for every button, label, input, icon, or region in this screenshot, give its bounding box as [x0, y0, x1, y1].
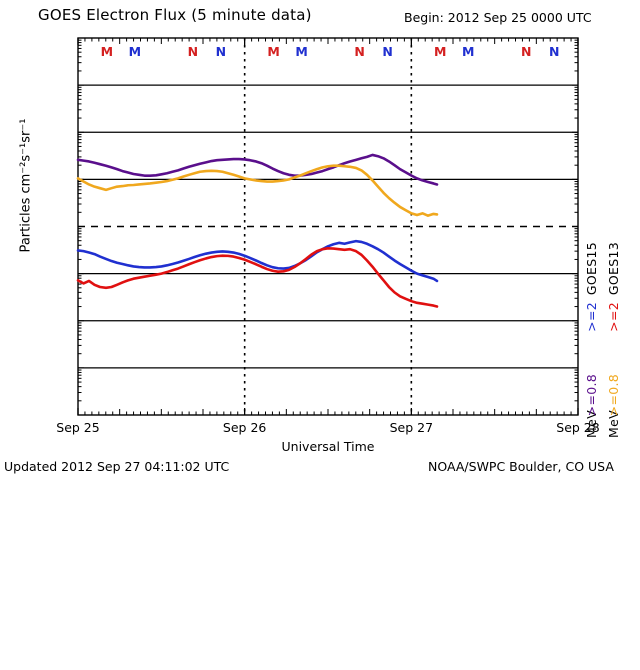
event-marker-m: M — [128, 44, 142, 59]
x-tick-label: Sep 26 — [222, 420, 267, 435]
flux-plot — [76, 37, 579, 416]
legend-column-goes13: MeV >=0.8 >=2 GOES13 — [606, 150, 624, 438]
x-tick-label: Sep 28 — [556, 420, 600, 435]
x-tick-label: Sep 27 — [389, 420, 434, 435]
event-marker-m: M — [267, 44, 280, 59]
event-marker-n: N — [520, 44, 532, 59]
x-axis-title: Universal Time — [281, 439, 375, 454]
event-marker-m: M — [461, 44, 475, 59]
event-marker-m: M — [100, 44, 114, 59]
source-attribution: NOAA/SWPC Boulder, CO USA — [428, 459, 614, 474]
updated-timestamp: Updated 2012 Sep 27 04:11:02 UTC — [4, 459, 230, 474]
x-tick-label: Sep 25 — [56, 420, 100, 435]
series-3 — [76, 246, 439, 308]
event-marker-m: M — [295, 44, 308, 59]
event-marker-n: N — [215, 44, 227, 59]
series-1 — [76, 164, 439, 217]
chart-title: GOES Electron Flux (5 minute data) — [38, 6, 312, 24]
begin-timestamp: Begin: 2012 Sep 25 0000 UTC — [404, 10, 592, 25]
event-marker-n: N — [548, 44, 560, 59]
event-marker-n: N — [382, 44, 393, 59]
series-0 — [76, 153, 439, 186]
legend-column-goes15: MeV >=0.8 >=2 GOES15 — [584, 150, 602, 438]
series-2 — [76, 239, 439, 283]
event-marker-n: N — [187, 44, 199, 59]
event-marker-m: M — [433, 44, 447, 59]
event-marker-n: N — [354, 44, 365, 59]
